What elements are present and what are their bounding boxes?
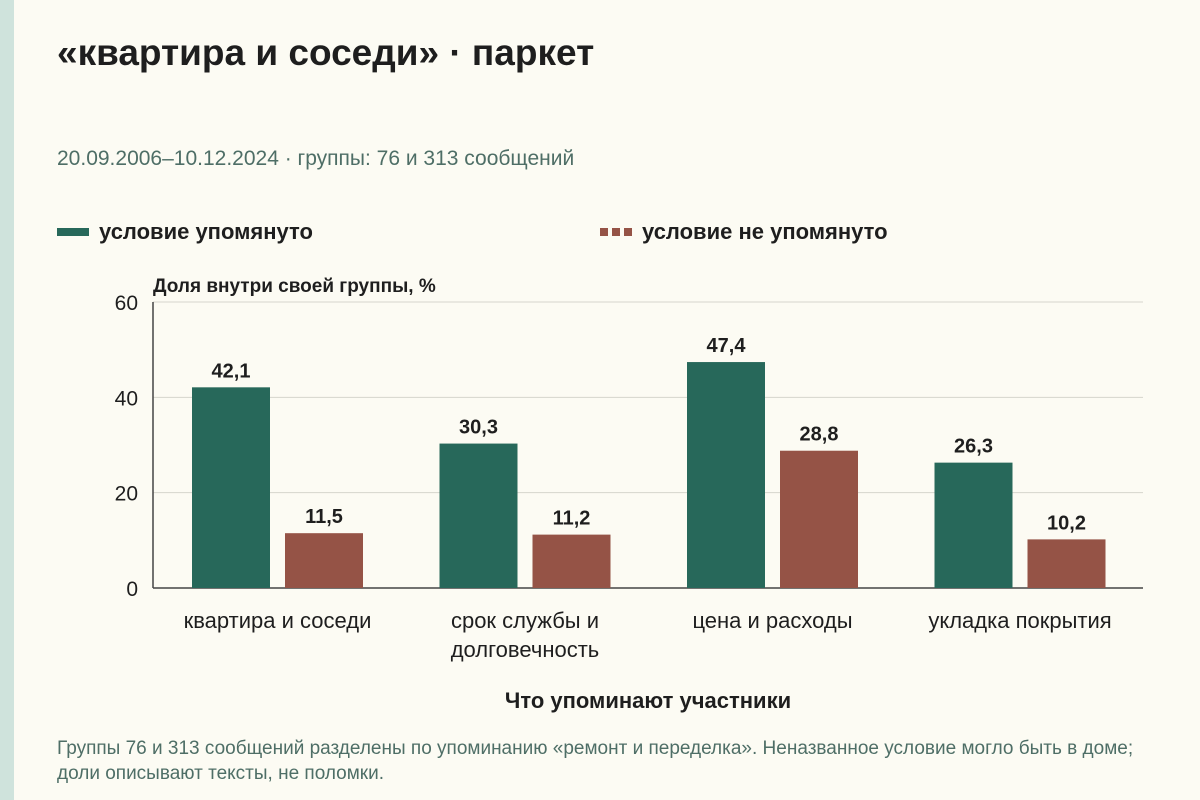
legend-label-not-mentioned: условие не упомянуто: [642, 219, 888, 244]
bar: [1027, 539, 1106, 588]
footnote: Группы 76 и 313 сообщений разделены по у…: [57, 738, 1134, 784]
bar: [285, 533, 363, 588]
y-tick-label: 0: [126, 578, 138, 601]
data-label: 10,2: [1047, 512, 1086, 534]
y-tick-label: 60: [115, 292, 138, 315]
chart-title: «квартира и соседи» · паркет: [57, 32, 595, 73]
legend-label-mentioned: условие упомянуто: [99, 219, 313, 244]
bar: [687, 362, 765, 588]
y-tick-label: 20: [115, 483, 138, 506]
legend-swatch-mentioned: [57, 228, 89, 236]
y-axis-label: Доля внутри своей группы, %: [153, 276, 436, 297]
x-axis-label: Что упоминают участники: [505, 688, 791, 713]
legend-item-mentioned: условие упомянуто: [57, 219, 313, 245]
legend-swatch-not-mentioned: [600, 228, 632, 236]
bar: [934, 462, 1013, 588]
data-label: 11,5: [305, 506, 343, 528]
bar: [439, 443, 518, 588]
bar: [780, 450, 858, 588]
chart-subtitle: 20.09.2006–10.12.2024 · группы: 76 и 313…: [57, 147, 575, 170]
x-tick-label: срок службы и долговечность: [451, 608, 600, 662]
data-label: 47,4: [707, 335, 747, 357]
legend-item-not-mentioned: условие не упомянуто: [600, 219, 888, 245]
data-label: 42,1: [212, 360, 251, 382]
bar: [532, 534, 611, 588]
accent-strip: [0, 0, 14, 800]
x-tick-label: укладка покрытия: [928, 608, 1111, 633]
bar: [192, 387, 270, 588]
data-label: 28,8: [800, 424, 839, 446]
y-tick-label: 40: [115, 387, 138, 410]
data-label: 26,3: [954, 436, 993, 458]
x-tick-label: квартира и соседи: [184, 608, 372, 633]
x-tick-label: цена и расходы: [692, 608, 852, 633]
data-label: 30,3: [459, 417, 498, 439]
data-label: 11,2: [553, 508, 591, 530]
